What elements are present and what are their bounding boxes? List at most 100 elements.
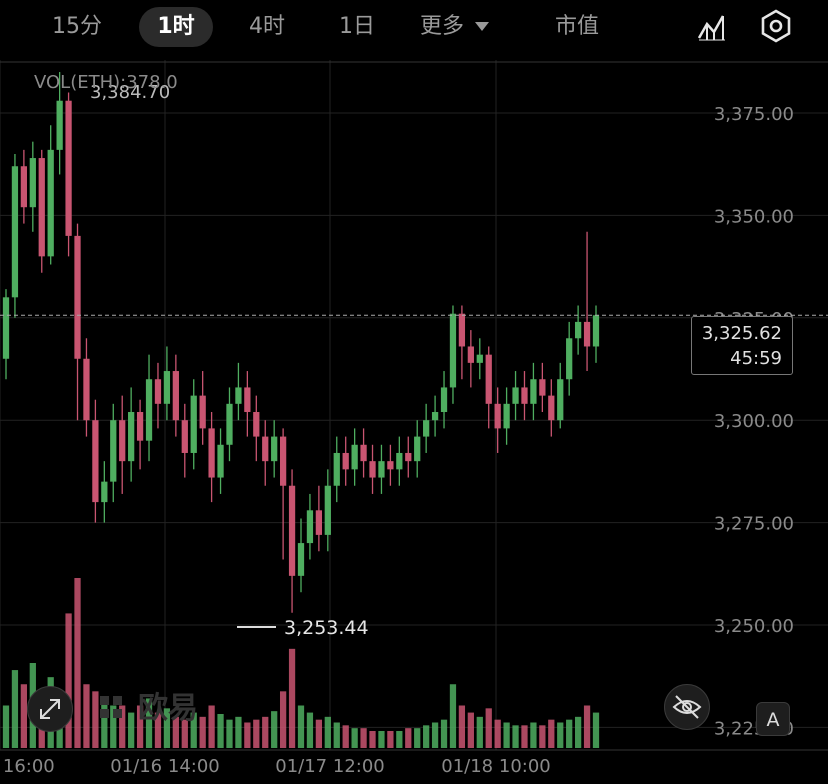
candle	[440, 371, 448, 429]
candle	[566, 321, 573, 396]
volume-bar	[449, 684, 457, 748]
candle	[208, 412, 215, 503]
volume-bar	[128, 712, 135, 748]
market-value-tab[interactable]: 市值	[554, 14, 599, 39]
candle	[145, 354, 153, 462]
more-label: 更多	[420, 14, 465, 39]
price-tick-label: 3,375.00	[714, 104, 794, 125]
candle	[65, 92, 72, 257]
volume-bar	[485, 708, 492, 748]
current-price: 3,325.62	[701, 323, 782, 344]
hide-button[interactable]	[664, 684, 710, 730]
candle	[574, 305, 582, 355]
tab-4h[interactable]: 4时	[249, 14, 285, 39]
candle	[92, 399, 99, 523]
price-axis: 3,375.003,350.003,325.003,300.003,275.00…	[714, 104, 794, 739]
volume-bar	[20, 684, 28, 748]
candle	[288, 469, 296, 613]
watermark: 欧易	[138, 691, 198, 726]
volume-bar	[574, 716, 582, 748]
candle	[378, 444, 385, 494]
candle	[101, 461, 108, 523]
volume-bar	[145, 698, 153, 748]
more-dropdown[interactable]: 更多	[420, 7, 510, 47]
volume-bar	[271, 711, 278, 748]
volume-bar	[208, 705, 215, 748]
volume-bar	[315, 719, 323, 748]
volume-bar	[190, 712, 197, 748]
candle	[297, 518, 305, 593]
watermark-logo-icon	[100, 696, 122, 718]
volume-bar	[342, 725, 349, 748]
candle	[503, 387, 510, 445]
font-size-button[interactable]: A	[756, 702, 790, 736]
candle	[306, 493, 314, 560]
candle	[342, 436, 349, 486]
volume-bar	[431, 722, 439, 748]
candle	[279, 428, 287, 560]
candle	[405, 436, 412, 478]
volume-bar	[467, 712, 474, 748]
volume-bar	[288, 648, 296, 748]
high-marker-label: 3,384.70	[90, 82, 170, 103]
candle	[431, 395, 439, 437]
candle	[199, 371, 206, 445]
volume-bar	[181, 719, 188, 748]
volume-bar	[530, 722, 537, 748]
candle	[485, 346, 492, 429]
candle	[315, 485, 323, 552]
candle	[449, 305, 457, 404]
time-tick-label: 01/15 16:00	[0, 756, 55, 777]
candle	[262, 420, 269, 486]
volume-bar	[440, 719, 448, 748]
candle	[360, 428, 367, 478]
tab-1h[interactable]: 1时	[139, 7, 213, 47]
candle	[324, 469, 331, 552]
timeframe-toolbar: 15分 1时 4时 1日 更多 市值	[0, 0, 828, 54]
volume-bar	[387, 731, 394, 748]
candle	[217, 428, 224, 494]
tab-1d[interactable]: 1日	[339, 14, 375, 39]
candle	[369, 444, 376, 494]
tab-15m[interactable]: 15分	[52, 14, 102, 39]
candle	[20, 149, 28, 224]
volume-bar	[360, 728, 367, 748]
candle	[583, 231, 591, 372]
volume-bar	[199, 716, 206, 748]
current-price-label: 3,325.62 45:59	[691, 316, 793, 375]
indicator-button[interactable]	[695, 10, 729, 44]
candle	[333, 436, 340, 503]
settings-button[interactable]	[758, 8, 794, 44]
volume-bar	[458, 705, 466, 748]
volume-bars	[2, 578, 600, 748]
candle	[271, 420, 278, 478]
price-tick-label: 3,350.00	[714, 206, 794, 227]
volume-bar	[324, 716, 331, 748]
candle	[548, 379, 555, 437]
candle	[539, 362, 546, 413]
candle	[467, 330, 474, 388]
volume-bar	[253, 719, 260, 748]
expand-button[interactable]	[27, 686, 73, 732]
candle	[423, 403, 430, 453]
candle	[226, 387, 233, 462]
volume-bar	[592, 712, 600, 748]
volume-bar	[235, 716, 242, 748]
time-tick-label: 01/17 12:00	[275, 756, 384, 777]
time-tick-label: 01/16 14:00	[110, 756, 219, 777]
grid-lines	[0, 60, 828, 751]
candle	[253, 395, 260, 462]
volume-bar	[101, 698, 108, 748]
candle	[172, 354, 179, 437]
volume-bar	[110, 705, 117, 748]
volume-bar	[74, 578, 81, 748]
time-axis: 01/15 16:00 01/16 14:00 01/17 12:00 01/18 1…	[0, 756, 551, 777]
volume-bar	[548, 719, 555, 748]
volume-bar	[279, 691, 287, 748]
candle	[521, 371, 528, 421]
candle	[190, 379, 197, 470]
volume-bar	[503, 722, 510, 748]
candle	[557, 362, 564, 429]
